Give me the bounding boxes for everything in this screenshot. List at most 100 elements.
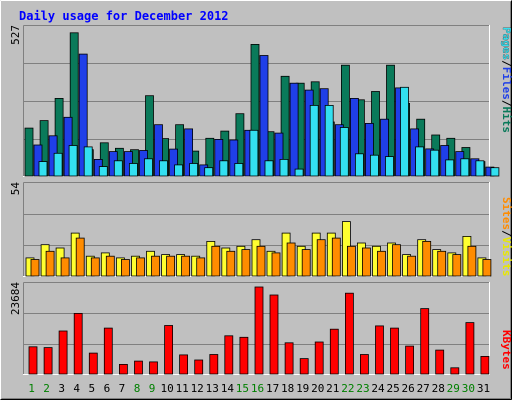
bar-sites-day-2 (45, 250, 55, 277)
bar-sites-day-24 (377, 250, 386, 277)
x-tick-label-day-22: 22 (341, 382, 354, 395)
bar-pages-day-23 (369, 154, 379, 177)
bar-kbytes-day-1 (28, 346, 38, 375)
bar-files-day-17 (274, 132, 284, 177)
svg-text:Pages/Files/Hits: Pages/Files/Hits (500, 27, 512, 133)
x-tick-label-day-5: 5 (88, 382, 95, 395)
bar-kbytes-day-4 (73, 312, 83, 375)
bar-sites-day-23 (361, 247, 371, 277)
bar-kbytes-day-17 (269, 294, 279, 375)
bar-kbytes-day-18 (284, 342, 294, 375)
bar-kbytes-day-16 (254, 286, 264, 375)
x-tick-label-day-27: 27 (417, 382, 430, 395)
x-tick-label-day-21: 21 (326, 382, 339, 395)
legend-pages: Pages (500, 27, 512, 60)
bar-pages-day-28 (445, 159, 455, 177)
bar-pages-day-13 (219, 160, 229, 177)
bar-pages-day-22 (354, 153, 364, 177)
bar-pages-day-29 (460, 158, 470, 177)
x-tick-label-day-9: 9 (149, 382, 156, 395)
bar-pages-day-20 (324, 105, 334, 177)
bar-pages-day-1 (38, 161, 48, 177)
bar-kbytes-day-19 (299, 358, 309, 375)
x-tick-label-day-4: 4 (73, 382, 80, 395)
bar-files-day-10 (169, 148, 179, 177)
bar-sites-day-25 (392, 244, 401, 277)
bar-kbytes-day-22 (344, 292, 354, 375)
bar-kbytes-day-20 (314, 341, 324, 375)
bar-sites-day-5 (90, 257, 100, 277)
bar-sites-day-18 (286, 242, 296, 277)
bar-pages-day-27 (430, 149, 440, 177)
bar-sites-day-26 (407, 255, 417, 277)
bar-files-day-9 (154, 124, 163, 177)
x-tick-label-day-7: 7 (119, 382, 126, 395)
hits-ymax-label: 527 (9, 25, 22, 45)
bar-sites-day-10 (166, 255, 176, 277)
bar-sites-day-31 (482, 259, 492, 277)
x-tick-label-day-10: 10 (160, 382, 173, 395)
x-tick-label-day-12: 12 (191, 382, 204, 395)
bar-kbytes-day-28 (435, 349, 445, 375)
legend-hits: Hits (500, 107, 512, 134)
bar-kbytes-day-5 (88, 352, 98, 375)
x-tick-label-day-26: 26 (401, 382, 414, 395)
bar-pages-day-16 (264, 160, 274, 177)
bar-files-day-13 (214, 138, 224, 177)
bar-pages-day-8 (144, 158, 153, 177)
x-tick-label-day-2: 2 (43, 382, 50, 395)
bar-pages-day-4 (83, 146, 93, 177)
bar-sites-day-7 (121, 259, 130, 277)
bar-files-day-4 (78, 53, 88, 177)
bar-sites-day-1 (30, 259, 40, 277)
x-tick-label-day-13: 13 (206, 382, 219, 395)
visits-ymax-label: 54 (9, 182, 22, 196)
bar-pages-day-10 (174, 164, 184, 177)
bar-kbytes-day-15 (239, 336, 249, 375)
bar-pages-day-21 (339, 127, 349, 177)
bar-pages-day-26 (415, 146, 425, 177)
bar-pages-day-25 (400, 86, 409, 177)
bar-pages-day-12 (204, 167, 214, 177)
bar-kbytes-day-13 (209, 354, 219, 375)
bar-files-day-22 (349, 98, 359, 177)
bar-kbytes-day-12 (194, 359, 204, 375)
kbytes-ymax-label: 23684 (9, 282, 22, 315)
bar-sites-day-22 (346, 245, 356, 277)
bar-sites-day-9 (151, 255, 160, 277)
x-tick-label-day-3: 3 (58, 382, 65, 395)
bar-kbytes-day-7 (119, 363, 128, 375)
bar-files-day-14 (229, 139, 239, 177)
x-tick-label-day-29: 29 (447, 382, 460, 395)
x-tick-label-day-31: 31 (477, 382, 490, 395)
bar-sites-day-12 (196, 257, 206, 277)
bar-sites-day-15 (241, 249, 251, 277)
bar-pages-day-24 (385, 156, 394, 177)
bar-files-day-1 (33, 144, 43, 177)
bar-sites-day-8 (136, 257, 145, 277)
x-tick-label-day-16: 16 (251, 382, 264, 395)
bar-pages-day-11 (189, 163, 199, 177)
bar-kbytes-day-9 (149, 361, 158, 375)
bar-kbytes-day-31 (480, 355, 490, 375)
legend-visits: Visits (500, 237, 512, 277)
bar-kbytes-day-10 (164, 325, 174, 375)
bar-pages-day-19 (309, 105, 319, 177)
bar-sites-day-13 (211, 245, 221, 277)
bar-files-day-24 (380, 118, 389, 177)
x-tick-label-day-24: 24 (371, 382, 385, 395)
bar-pages-day-14 (234, 163, 244, 177)
bar-kbytes-day-11 (179, 354, 189, 375)
bar-pages-day-17 (279, 158, 289, 177)
bar-sites-day-27 (422, 240, 432, 277)
bar-kbytes-day-25 (390, 327, 399, 375)
bar-pages-day-18 (294, 168, 304, 177)
bar-files-day-11 (184, 128, 194, 177)
bar-kbytes-day-24 (375, 325, 384, 375)
legend-kbytes: KBytes (500, 330, 512, 370)
bar-files-day-16 (259, 55, 269, 177)
bar-pages-day-31 (490, 167, 500, 177)
x-tick-label-day-30: 30 (462, 382, 475, 395)
bar-kbytes-day-26 (405, 345, 415, 375)
bar-pages-day-6 (113, 160, 123, 177)
